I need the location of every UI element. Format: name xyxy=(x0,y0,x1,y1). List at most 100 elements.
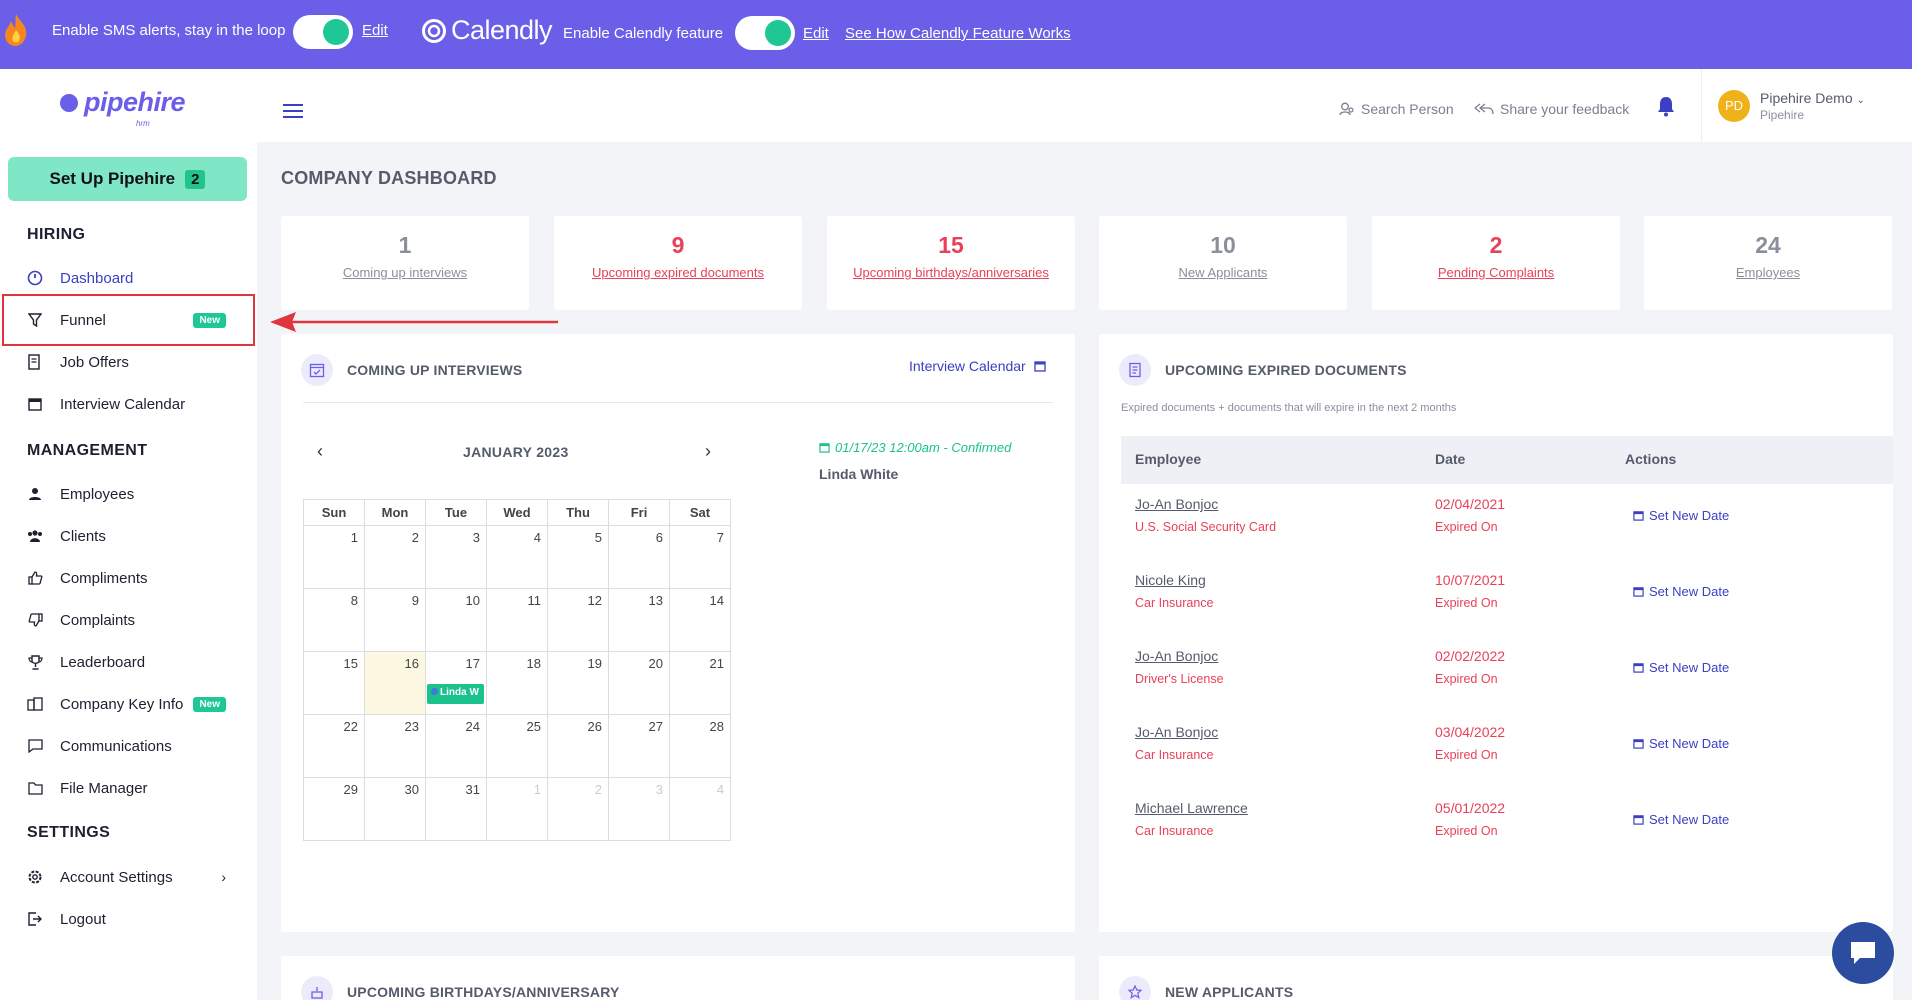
sidebar: pipehire hrm Set Up Pipehire 2 HIRING Da… xyxy=(0,69,257,1000)
new-badge: New xyxy=(193,312,226,328)
calendar-day[interactable]: 11 xyxy=(486,588,548,652)
expiry-status: Expired On xyxy=(1435,672,1498,686)
employee-link[interactable]: Nicole King xyxy=(1135,572,1206,588)
calendar-day[interactable]: 8 xyxy=(303,588,365,652)
weekday-header: Wed xyxy=(486,499,548,526)
calendly-edit-link[interactable]: Edit xyxy=(803,25,829,42)
sidebar-item-account-settings[interactable]: Account Settings › xyxy=(26,862,246,892)
calendar-day[interactable]: 7 xyxy=(669,525,731,589)
calendly-how-it-works-link[interactable]: See How Calendly Feature Works xyxy=(845,25,1071,42)
calendar-day[interactable]: 1 xyxy=(303,525,365,589)
stat-card-interviews[interactable]: 1 Coming up interviews xyxy=(281,216,529,310)
user-menu[interactable]: PD Pipehire Demo ⌄ Pipehire xyxy=(1701,69,1912,142)
stat-card-pending-complaints[interactable]: 2 Pending Complaints xyxy=(1372,216,1620,310)
calendar-day[interactable]: 3 xyxy=(425,525,487,589)
funnel-icon xyxy=(26,311,44,329)
section-settings: SETTINGS xyxy=(27,824,111,841)
set-new-date-button[interactable]: Set New Date xyxy=(1633,736,1729,751)
sidebar-item-file-manager[interactable]: File Manager xyxy=(26,773,246,803)
calendar-day[interactable]: 3 xyxy=(608,777,670,841)
document-edit-icon xyxy=(26,353,44,371)
calendar-day[interactable]: 21 xyxy=(669,651,731,715)
share-feedback-button[interactable]: Share your feedback xyxy=(1474,101,1629,117)
sidebar-item-complaints[interactable]: Complaints xyxy=(26,605,246,635)
calendly-logo: Calendly xyxy=(421,15,553,46)
calendar-day[interactable]: 27 xyxy=(608,714,670,778)
sidebar-item-company-key-info[interactable]: Company Key Info New xyxy=(26,689,246,719)
sidebar-item-clients[interactable]: Clients xyxy=(26,521,246,551)
set-new-date-button[interactable]: Set New Date xyxy=(1633,812,1729,827)
employee-link[interactable]: Michael Lawrence xyxy=(1135,800,1248,816)
interview-calendar-link[interactable]: Interview Calendar xyxy=(909,358,1046,374)
chat-widget-button[interactable] xyxy=(1832,922,1894,984)
calendar-day[interactable]: 26 xyxy=(547,714,609,778)
stat-card-birthdays[interactable]: 15 Upcoming birthdays/anniversaries xyxy=(827,216,1075,310)
calendar-day[interactable]: 20 xyxy=(608,651,670,715)
calendar-day[interactable]: 25 xyxy=(486,714,548,778)
calendar-day[interactable]: 6 xyxy=(608,525,670,589)
calendar-day[interactable]: 10 xyxy=(425,588,487,652)
calendar-day[interactable]: 28 xyxy=(669,714,731,778)
employee-link[interactable]: Jo-An Bonjoc xyxy=(1135,724,1219,740)
calendar-day[interactable]: 2 xyxy=(364,525,426,589)
setup-pipehire-button[interactable]: Set Up Pipehire 2 xyxy=(8,157,247,201)
calendar-day[interactable]: 1 xyxy=(486,777,548,841)
calendar-day[interactable]: 9 xyxy=(364,588,426,652)
calendar-grid: Sun Mon Tue Wed Thu Fri Sat 1 2 3 4 5 6 7 8 9 10 11 12 13 1… xyxy=(303,499,731,841)
calendar-day[interactable]: 24 xyxy=(425,714,487,778)
employee-link[interactable]: Jo-An Bonjoc xyxy=(1135,496,1219,512)
sms-edit-link[interactable]: Edit xyxy=(362,22,388,39)
event-candidate-name[interactable]: Linda White xyxy=(819,466,899,482)
calendar-day[interactable]: 18 xyxy=(486,651,548,715)
sidebar-item-employees[interactable]: Employees xyxy=(26,479,246,509)
employee-link[interactable]: Jo-An Bonjoc xyxy=(1135,648,1219,664)
calendar-day[interactable]: 31 xyxy=(425,777,487,841)
sidebar-item-communications[interactable]: Communications xyxy=(26,731,246,761)
sidebar-item-compliments[interactable]: Compliments xyxy=(26,563,246,593)
sidebar-item-dashboard[interactable]: Dashboard xyxy=(26,263,246,293)
sidebar-item-interview-calendar[interactable]: Interview Calendar xyxy=(26,389,246,419)
calendly-toggle[interactable] xyxy=(735,16,795,50)
sidebar-item-funnel[interactable]: Funnel New xyxy=(26,305,246,335)
chat-bubble-icon xyxy=(1851,942,1875,964)
calendar-day[interactable]: 29 xyxy=(303,777,365,841)
calendar-day[interactable]: 13 xyxy=(608,588,670,652)
calendar-day[interactable]: 19 xyxy=(547,651,609,715)
calendar-day[interactable]: 14 xyxy=(669,588,731,652)
reply-all-icon xyxy=(1474,103,1494,115)
calendar-day[interactable]: 17 Linda W xyxy=(425,651,487,715)
calendar-day[interactable]: 5 xyxy=(547,525,609,589)
notification-bell-icon[interactable] xyxy=(1655,95,1677,117)
set-new-date-button[interactable]: Set New Date xyxy=(1633,508,1729,523)
calendar-day[interactable]: 22 xyxy=(303,714,365,778)
calendar-day[interactable]: 15 xyxy=(303,651,365,715)
sidebar-item-job-offers[interactable]: Job Offers xyxy=(26,347,246,377)
set-new-date-button[interactable]: Set New Date xyxy=(1633,660,1729,675)
set-new-date-button[interactable]: Set New Date xyxy=(1633,584,1729,599)
calendar-day[interactable]: 30 xyxy=(364,777,426,841)
page-title: COMPANY DASHBOARD xyxy=(281,168,497,188)
stat-card-employees[interactable]: 24 Employees xyxy=(1644,216,1892,310)
calendar-prev-button[interactable]: ‹ xyxy=(317,441,323,461)
calendar-day[interactable]: 16 xyxy=(364,651,426,715)
sidebar-item-logout[interactable]: Logout xyxy=(26,904,246,934)
calendar-day[interactable]: 4 xyxy=(486,525,548,589)
expiry-status: Expired On xyxy=(1435,596,1498,610)
calendar-next-button[interactable]: › xyxy=(705,441,711,461)
sidebar-item-leaderboard[interactable]: Leaderboard xyxy=(26,647,246,677)
hamburger-menu-icon[interactable] xyxy=(283,104,303,122)
calendar-day[interactable]: 4 xyxy=(669,777,731,841)
stat-card-expired-documents[interactable]: 9 Upcoming expired documents xyxy=(554,216,802,310)
calendly-icon xyxy=(422,18,446,43)
annotation-highlight-box xyxy=(2,294,255,346)
sms-alerts-toggle[interactable] xyxy=(293,15,353,49)
search-person-button[interactable]: Search Person xyxy=(1339,101,1454,117)
calendar-day[interactable]: 12 xyxy=(547,588,609,652)
avatar: PD xyxy=(1718,89,1750,122)
calendar-day[interactable]: 2 xyxy=(547,777,609,841)
stat-card-new-applicants[interactable]: 10 New Applicants xyxy=(1099,216,1347,310)
calendar-day[interactable]: 23 xyxy=(364,714,426,778)
document-name: Car Insurance xyxy=(1135,596,1214,610)
pipehire-logo[interactable]: pipehire hrm xyxy=(60,87,186,128)
calendar-event-chip[interactable]: Linda W xyxy=(427,684,484,704)
